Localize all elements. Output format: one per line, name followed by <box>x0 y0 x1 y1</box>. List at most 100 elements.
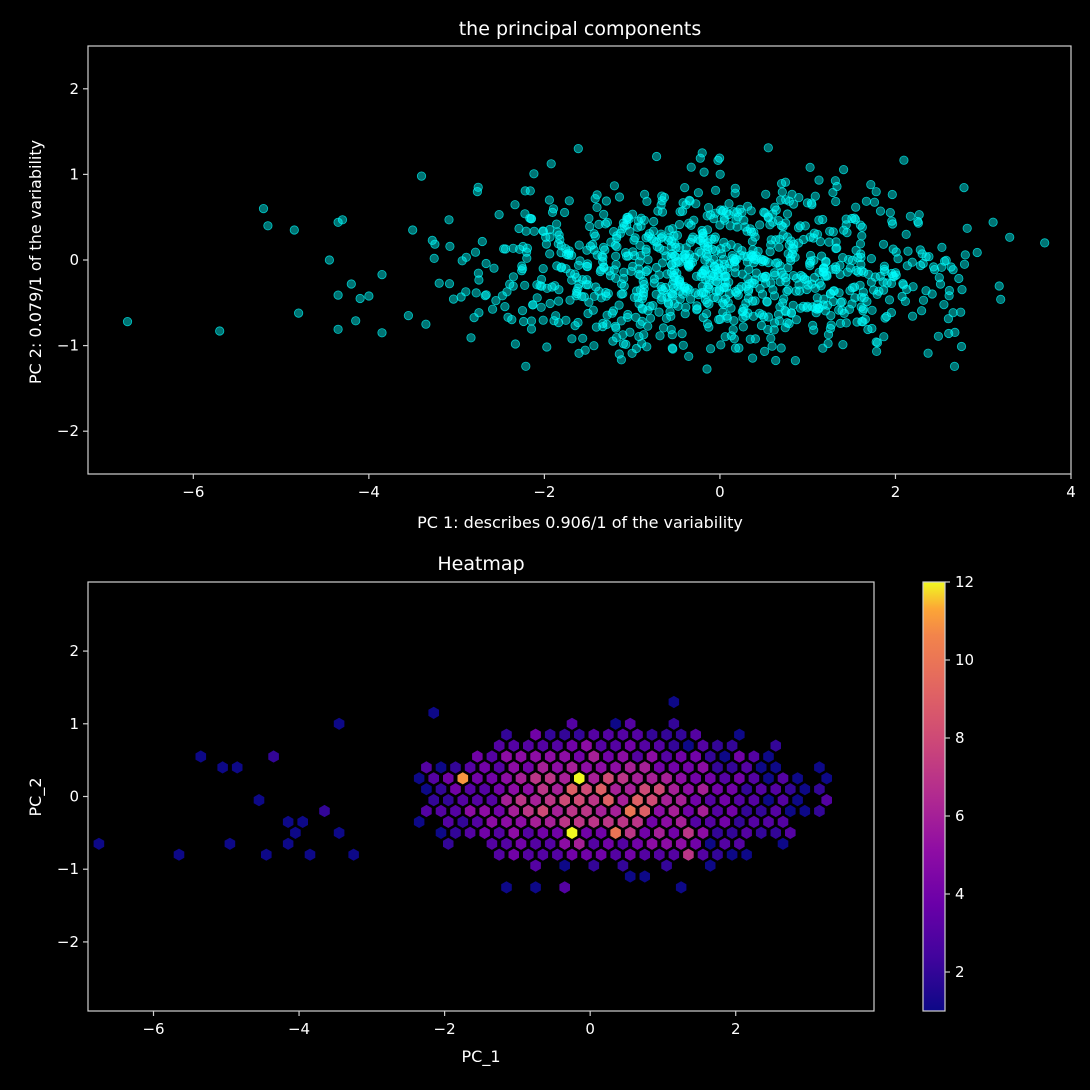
scatter-point <box>598 252 608 262</box>
scatter-point <box>571 272 582 283</box>
scatter-point <box>847 255 858 265</box>
scatter-point <box>550 281 560 291</box>
scatter-point <box>782 209 793 219</box>
scatter-point <box>582 259 593 269</box>
scatter-x-tick-label: −2 <box>533 483 555 501</box>
scatter-point <box>416 171 427 181</box>
scatter-point <box>635 285 646 295</box>
heatmap-hexbin <box>603 837 614 850</box>
heatmap-hexbin <box>457 772 469 785</box>
scatter-point <box>726 240 736 250</box>
heatmap-hexbin <box>530 859 541 872</box>
scatter-point <box>656 281 666 292</box>
scatter-x-axis: −6 −4 −2 0 2 4 <box>182 474 1076 501</box>
scatter-point <box>857 231 867 241</box>
heatmap-y-tick-label: −1 <box>57 860 79 878</box>
heatmap-hexbin <box>705 772 716 785</box>
heatmap-hexbin <box>734 750 745 763</box>
scatter-point <box>532 293 542 303</box>
scatter-x-tick-label: 4 <box>1066 483 1076 501</box>
scatter-point <box>757 310 767 320</box>
heatmap-hexbin <box>734 815 745 828</box>
scatter-point <box>689 215 699 225</box>
heatmap-hexbin <box>530 881 541 894</box>
scatter-point <box>841 220 851 230</box>
scatter-point <box>601 287 611 298</box>
scatter-point <box>879 261 890 271</box>
scatter-point <box>914 210 924 220</box>
scatter-x-tick-label: 0 <box>715 483 725 501</box>
heatmap-hexbin <box>617 772 629 785</box>
scatter-point <box>408 225 418 235</box>
scatter-point <box>337 215 348 225</box>
scatter-point <box>783 285 793 295</box>
scatter-point <box>959 183 969 193</box>
scatter-point <box>972 247 982 258</box>
scatter-point <box>812 293 822 303</box>
scatter-point <box>657 292 667 302</box>
scatter-point <box>657 258 668 268</box>
scatter-point <box>610 240 621 250</box>
scatter-point <box>827 264 838 274</box>
scatter-point <box>444 215 454 225</box>
scatter-point <box>858 317 868 327</box>
heatmap-hexbin <box>734 794 745 807</box>
scatter-point <box>837 297 847 307</box>
heatmap-hexbin <box>646 750 658 763</box>
heatmap-hexbin <box>654 783 665 796</box>
heatmap-hexbin <box>493 783 505 796</box>
scatter-point <box>726 331 737 341</box>
heatmap-hexbin <box>486 772 498 785</box>
heatmap-hexbin <box>639 826 650 839</box>
scatter-point <box>950 327 960 337</box>
scatter-point <box>959 259 970 269</box>
scatter-point <box>935 279 946 289</box>
heatmap-hexbin <box>333 826 345 839</box>
scatter-point <box>716 244 726 254</box>
scatter-point <box>635 319 645 329</box>
scatter-point <box>564 196 574 206</box>
heatmap-hexbin <box>508 739 519 752</box>
heatmap-hexbin <box>646 728 658 741</box>
heatmap-hexbin <box>705 815 716 828</box>
heatmap-hexbin <box>231 761 243 774</box>
heatmap-hexbin <box>763 772 774 785</box>
colorbar-tick-label: 6 <box>955 807 965 825</box>
scatter-point <box>689 252 700 262</box>
scatter-point <box>838 165 849 175</box>
heatmap-hexbin <box>508 804 519 818</box>
scatter-point <box>508 272 519 282</box>
heatmap-hexbin <box>537 826 549 839</box>
scatter-point <box>948 265 958 275</box>
scatter-point <box>662 292 672 302</box>
scatter-point <box>915 260 926 271</box>
heatmap-hexbin <box>712 848 723 861</box>
heatmap-hexbin <box>413 772 425 785</box>
heatmap-hexbin <box>282 815 294 828</box>
scatter-point <box>678 252 688 262</box>
scatter-point <box>680 309 690 319</box>
scatter-point <box>907 257 917 267</box>
scatter-point <box>616 289 626 299</box>
scatter-point <box>623 309 633 320</box>
scatter-point <box>716 340 726 350</box>
heatmap-y-label: PC_2 <box>26 778 46 817</box>
scatter-point <box>258 204 269 214</box>
scatter-point <box>697 148 707 158</box>
heatmap-hexbin <box>588 772 600 785</box>
scatter-point <box>598 242 609 252</box>
scatter-point <box>522 243 533 253</box>
heatmap-hexbin <box>595 848 607 861</box>
scatter-point <box>888 244 898 254</box>
scatter-point <box>553 317 564 328</box>
scatter-point <box>730 286 740 297</box>
scatter-point <box>528 300 538 310</box>
heatmap-hexbin <box>515 815 527 828</box>
scatter-point <box>769 325 779 335</box>
scatter-point <box>775 277 785 287</box>
heatmap-hexbin <box>763 794 774 807</box>
heatmap-hexbin <box>566 717 578 730</box>
scatter-point <box>775 261 785 271</box>
heatmap-hexbin <box>610 761 621 774</box>
heatmap-hexbin <box>661 815 672 828</box>
